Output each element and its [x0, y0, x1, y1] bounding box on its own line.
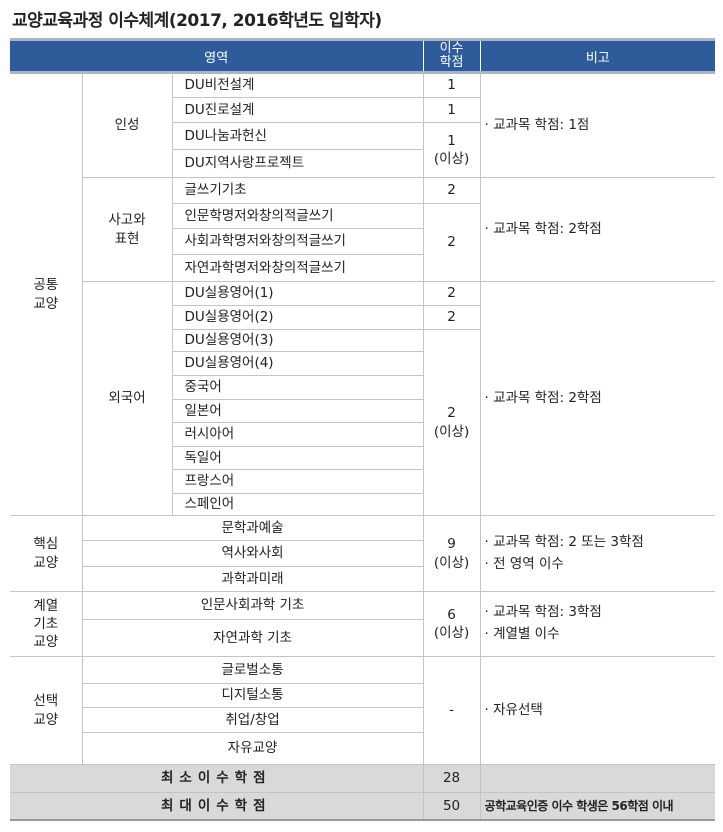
subject: 문학과예술	[81, 515, 424, 541]
subject: DU진로설계	[171, 97, 424, 123]
credits: 1	[422, 72, 481, 98]
subject: 취업/창업	[81, 707, 424, 733]
min-credits-label: 최소이수학점	[10, 764, 424, 793]
group-core: 핵심 교양	[10, 515, 83, 592]
subject: DU비전설계	[171, 72, 424, 98]
table-header: 영역 이수 학점 비고	[10, 38, 716, 74]
subject: 사회과학명저와창의적글쓰기	[171, 228, 424, 255]
subject: 자유교양	[81, 732, 424, 765]
group-elective: 선택 교양	[10, 656, 83, 765]
credits: 2	[422, 281, 481, 306]
header-area: 영역	[10, 38, 424, 74]
subject: DU실용영어(2)	[171, 305, 424, 330]
max-credits-row: 최대이수학점 50 공학교육인증 이수 학생은 56학점 이내	[10, 792, 716, 821]
max-credits-value: 50	[422, 792, 481, 821]
credits: 2	[422, 177, 481, 204]
subgroup-writing: 사고와 표현	[81, 177, 173, 282]
credits: 2	[422, 305, 481, 330]
header-note: 비고	[479, 38, 716, 74]
credits: 9 (이상)	[422, 515, 481, 592]
curriculum-table: 영역 이수 학점 비고 공통 교양 인성 DU비전설계 1 · 교과목 학점: …	[10, 38, 716, 821]
min-credits-row: 최소이수학점 28	[10, 764, 716, 793]
credits: 1	[422, 97, 481, 123]
header-credits: 이수 학점	[422, 38, 481, 74]
subject: DU나눔과헌신	[171, 122, 424, 150]
min-credits-note	[479, 764, 716, 793]
credits: -	[422, 656, 481, 765]
subject: 일본어	[171, 399, 424, 423]
subject: 인문학명저와창의적글쓰기	[171, 203, 424, 229]
subject: 디지털소통	[81, 683, 424, 708]
subject: DU실용영어(4)	[171, 351, 424, 376]
subject: DU실용영어(1)	[171, 281, 424, 306]
page-title: 교양교육과정 이수체계(2017, 2016학년도 입학자)	[12, 11, 382, 31]
group-common: 공통 교양	[10, 72, 83, 516]
credits: 6 (이상)	[422, 591, 481, 657]
max-credits-label: 최대이수학점	[10, 792, 424, 821]
subject: 독일어	[171, 446, 424, 470]
subject: 프랑스어	[171, 469, 424, 494]
note: · 자유선택	[479, 656, 716, 765]
note: · 교과목 학점: 3학점 · 계열별 이수	[479, 591, 716, 657]
subject: 인문사회과학 기초	[81, 591, 424, 620]
max-credits-note: 공학교육인증 이수 학생은 56학점 이내	[479, 792, 716, 821]
subject: DU지역사랑프로젝트	[171, 149, 424, 178]
subject: 러시아어	[171, 422, 424, 447]
subgroup-inseong: 인성	[81, 72, 173, 178]
note: · 교과목 학점: 1점	[479, 72, 716, 178]
subject: 글쓰기기초	[171, 177, 424, 204]
subject: 역사와사회	[81, 540, 424, 567]
credits: 2 (이상)	[422, 329, 481, 516]
subject: 글로벌소통	[81, 656, 424, 684]
note: · 교과목 학점: 2학점	[479, 281, 716, 516]
min-credits-value: 28	[422, 764, 481, 793]
subject: 자연과학명저와창의적글쓰기	[171, 254, 424, 282]
subject: 스페인어	[171, 493, 424, 516]
subgroup-foreign: 외국어	[81, 281, 173, 516]
credits: 1 (이상)	[422, 122, 481, 178]
note: · 교과목 학점: 2 또는 3학점 · 전 영역 이수	[479, 515, 716, 592]
note: · 교과목 학점: 2학점	[479, 177, 716, 282]
subject: 과학과미래	[81, 566, 424, 592]
group-basic: 계열 기초 교양	[10, 591, 83, 657]
subject: DU실용영어(3)	[171, 329, 424, 352]
credits: 2	[422, 203, 481, 282]
subject: 중국어	[171, 375, 424, 400]
subject: 자연과학 기초	[81, 619, 424, 657]
